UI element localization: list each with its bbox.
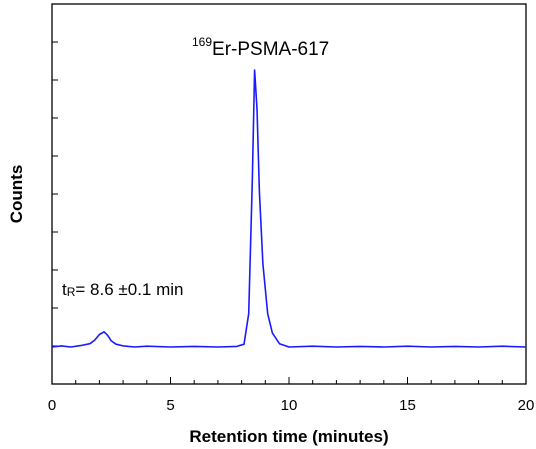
y-axis-title: Counts: [7, 165, 26, 224]
y-axis-ticks: [52, 41, 58, 347]
x-axis-title: Retention time (minutes): [189, 427, 388, 446]
retention-time-value: = 8.6 ±0.1 min: [75, 280, 183, 299]
x-tick-label: 15: [399, 397, 416, 414]
retention-time-subscript: R: [67, 285, 76, 299]
peak-label-compound: Er-PSMA-617: [212, 39, 329, 60]
x-tick-label: 0: [48, 397, 56, 414]
retention-time-label: tR= 8.6 ±0.1 min: [62, 280, 184, 299]
peak-label-isotope: 169: [192, 35, 212, 49]
x-axis-ticks: [51, 377, 527, 384]
x-axis-tick-labels: 0 5 10 15 20: [48, 397, 535, 414]
chromatogram-trace: [51, 69, 527, 348]
x-tick-label: 10: [281, 397, 298, 414]
x-tick-label: 5: [166, 397, 174, 414]
peak-label: 169Er-PSMA-617: [192, 35, 329, 60]
plot-frame: [51, 3, 527, 385]
x-tick-label: 20: [518, 397, 535, 414]
retention-time-t: t: [62, 280, 67, 299]
